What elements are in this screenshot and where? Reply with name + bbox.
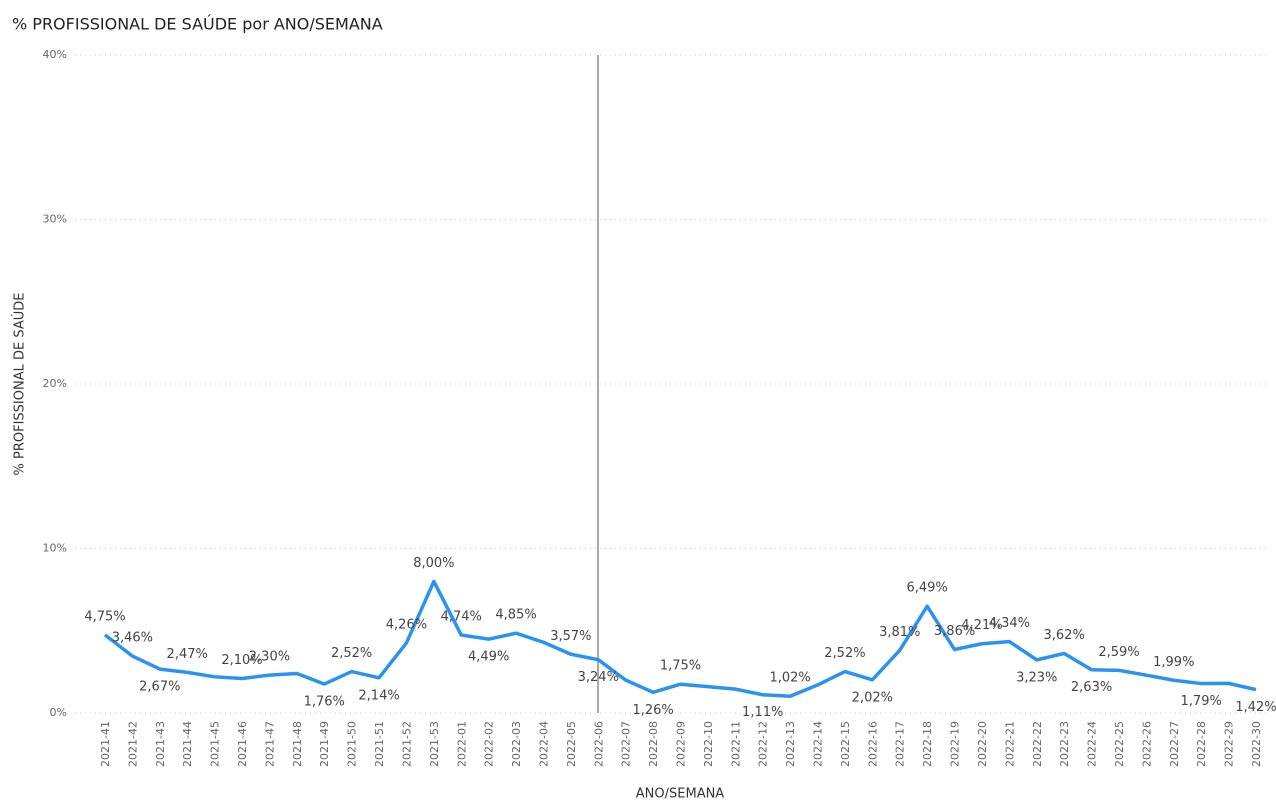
x-axis-title: ANO/SEMANA: [636, 787, 725, 802]
data-label: 2,02%: [852, 690, 893, 705]
line: [103, 579, 1257, 698]
data-label: 1,75%: [660, 659, 701, 674]
data-label: 1,79%: [1181, 694, 1222, 709]
data-label: 4,74%: [441, 610, 482, 625]
x-tick-label: 2022-18: [921, 721, 934, 767]
x-tick-label: 2022-28: [1195, 721, 1208, 767]
data-label: 4,75%: [84, 609, 125, 624]
x-tick-label: 2022-07: [620, 721, 633, 767]
x-tick-label: 2022-02: [483, 721, 496, 767]
x-tick-label: 2022-13: [784, 721, 797, 767]
x-tick-label: 2022-24: [1086, 721, 1099, 767]
data-label: 1,11%: [742, 705, 783, 720]
x-tick-label: 2021-44: [181, 721, 194, 767]
x-tick-label: 2021-43: [154, 721, 167, 767]
x-tick-label: 2021-46: [236, 721, 249, 767]
x-tick-label: 2022-11: [729, 721, 742, 767]
data-label: 3,46%: [112, 631, 153, 646]
data-label: 2,52%: [824, 646, 865, 661]
y-tick-label: 30%: [43, 213, 67, 226]
data-label: 2,10%: [221, 653, 262, 668]
x-tick-label: 2022-19: [949, 721, 962, 767]
data-label: 1,76%: [304, 695, 345, 710]
data-label: 8,00%: [413, 556, 454, 571]
x-tick-label: 2022-22: [1031, 721, 1044, 767]
x-tick-label: 2022-27: [1168, 721, 1181, 767]
x-tick-label: 2021-48: [291, 721, 304, 767]
x-tick-label: 2022-23: [1058, 721, 1071, 767]
data-label: 4,26%: [386, 617, 427, 632]
x-tick-label: 2021-42: [126, 721, 139, 767]
data-label: 2,67%: [139, 680, 180, 695]
data-label: 2,30%: [249, 650, 290, 665]
data-label: 2,63%: [1071, 680, 1112, 695]
data-label: 3,86%: [934, 624, 975, 639]
y-tick-label: 0%: [50, 706, 67, 719]
x-tick-label: 2022-05: [565, 721, 578, 767]
data-label: 1,99%: [1153, 655, 1194, 670]
data-label: 2,47%: [167, 647, 208, 662]
x-tick-label: 2021-49: [318, 721, 331, 767]
x-tick-label: 2022-30: [1250, 721, 1263, 767]
data-label: 4,85%: [495, 608, 536, 623]
x-tick-label: 2022-15: [839, 721, 852, 767]
x-tick-label: 2022-12: [757, 721, 770, 767]
data-label: 2,59%: [1098, 645, 1139, 660]
x-tick-label: 2022-17: [894, 721, 907, 767]
y-tick-label: 10%: [43, 542, 67, 555]
x-tick-label: 2021-47: [263, 721, 276, 767]
x-tick-label: 2022-26: [1140, 721, 1153, 767]
y-axis-title: % PROFISSIONAL DE SAÚDE: [12, 293, 28, 476]
x-tick-label: 2022-29: [1223, 721, 1236, 767]
data-label: 6,49%: [906, 581, 947, 596]
data-label: 3,62%: [1044, 628, 1085, 643]
x-tick-label: 2022-25: [1113, 721, 1126, 767]
x-tick-label: 2021-50: [346, 721, 359, 767]
x-tick-label: 2022-04: [537, 721, 550, 767]
data-label: 2,52%: [331, 646, 372, 661]
x-tick-label: 2021-52: [400, 721, 413, 767]
data-label: 3,23%: [1016, 670, 1057, 685]
data-label: 3,57%: [550, 629, 591, 644]
chart-title: % PROFISSIONAL DE SAÚDE por ANO/SEMANA: [12, 15, 383, 34]
x-tick-label: 2022-21: [1003, 721, 1016, 767]
x-tick-label: 2022-16: [866, 721, 879, 767]
y-tick-label: 40%: [43, 48, 67, 61]
x-tick-label: 2022-09: [675, 721, 688, 767]
data-label: 3,81%: [879, 625, 920, 640]
y-tick-label: 20%: [43, 377, 67, 390]
data-label: 1,02%: [769, 671, 810, 686]
x-tick-label: 2022-06: [592, 721, 605, 767]
x-tick-label: 2021-41: [99, 721, 112, 767]
x-tick-label: 2021-51: [373, 721, 386, 767]
data-label: 1,26%: [632, 703, 673, 718]
data-label: 1,42%: [1235, 700, 1276, 715]
data-label: 4,49%: [468, 650, 509, 665]
data-label: 4,21%: [961, 618, 1002, 633]
x-tick-label: 2022-10: [702, 721, 715, 767]
data-label: 3,24%: [578, 670, 619, 685]
x-tick-label: 2021-53: [428, 721, 441, 767]
data-label: 4,34%: [989, 616, 1030, 631]
x-tick-label: 2022-03: [510, 721, 523, 767]
x-tick-label: 2022-08: [647, 721, 660, 767]
data-label: 2,14%: [358, 688, 399, 703]
x-tick-label: 2021-45: [209, 721, 222, 767]
x-tick-label: 2022-20: [976, 721, 989, 767]
x-tick-label: 2022-14: [812, 721, 825, 767]
x-tick-label: 2022-01: [455, 721, 468, 767]
